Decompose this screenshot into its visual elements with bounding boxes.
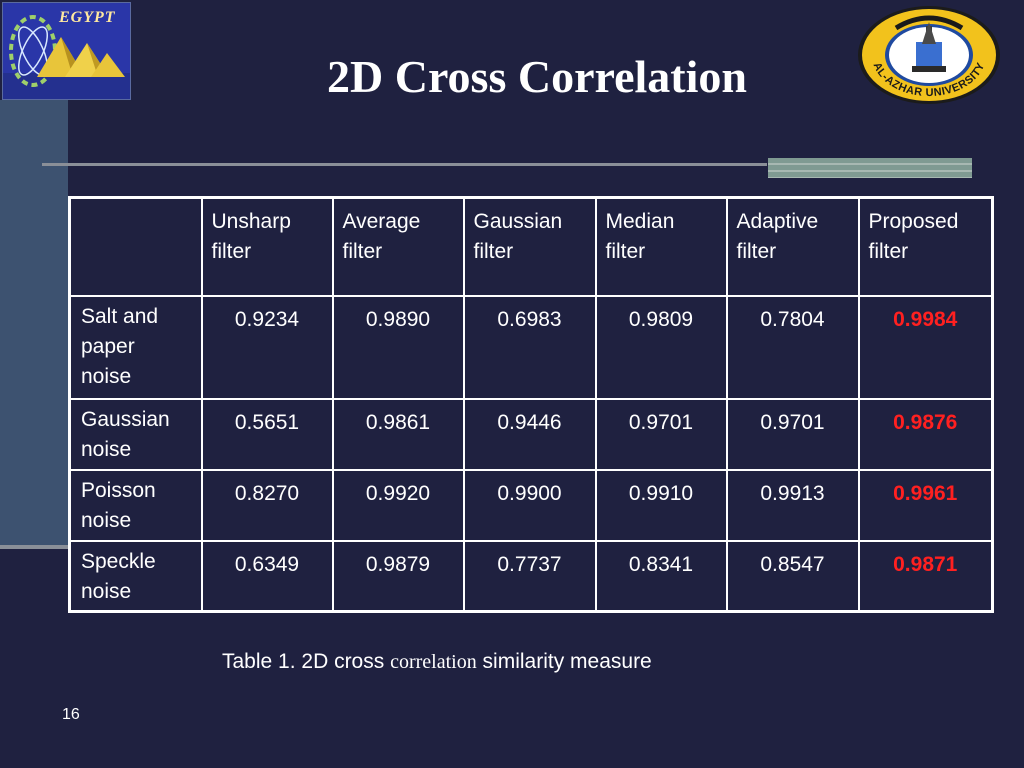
column-header: Median filter [594, 196, 728, 297]
left-side-band [0, 100, 68, 545]
table-header-row: Unsharp filter Average filter Gaussian filter… [68, 196, 994, 297]
table-row: Speckle noise 0.6349 0.9879 0.7737 0.8341 0.85… [68, 540, 994, 613]
table-cell-best: 0.9871 [857, 540, 994, 613]
side-band-shadow [0, 545, 68, 549]
table-cell: 0.8270 [200, 469, 334, 543]
column-header: Average filter [331, 196, 465, 297]
row-header: Speckle noise [68, 540, 203, 613]
caption-middle: correlation [390, 651, 477, 673]
table-cell: 0.9890 [331, 294, 465, 400]
table-caption: Table 1. 2D cross correlation similarity… [222, 650, 652, 674]
table-corner-cell [68, 196, 203, 297]
column-header: Adaptive filter [725, 196, 860, 297]
table-cell: 0.9879 [331, 540, 465, 613]
row-header: Poisson noise [68, 469, 203, 543]
al-azhar-university-seal: AL-AZHAR UNIVERSITY [856, 4, 1002, 106]
table-cell: 0.6983 [462, 294, 597, 400]
column-header: Proposed filter [857, 196, 994, 297]
table-cell-best: 0.9961 [857, 469, 994, 543]
table-cell: 0.9920 [331, 469, 465, 543]
table-cell: 0.6349 [200, 540, 334, 613]
results-table: Unsharp filter Average filter Gaussian filter… [68, 196, 994, 613]
table-cell: 0.9701 [594, 397, 728, 472]
table-cell: 0.9446 [462, 397, 597, 472]
row-header: Salt and paper noise [68, 294, 203, 400]
table-cell: 0.9701 [725, 397, 860, 472]
table-cell: 0.7737 [462, 540, 597, 613]
table-cell: 0.8341 [594, 540, 728, 613]
table-cell: 0.5651 [200, 397, 334, 472]
title-divider-bar [768, 158, 972, 178]
table-cell: 0.9913 [725, 469, 860, 543]
table-cell: 0.7804 [725, 294, 860, 400]
table-row: Gaussian noise 0.5651 0.9861 0.9446 0.9701 0.9… [68, 397, 994, 472]
caption-suffix: similarity measure [476, 650, 652, 673]
table-row: Salt and paper noise 0.9234 0.9890 0.6983 0.98… [68, 294, 994, 400]
egypt-logo: EGYPT [2, 2, 131, 100]
table-cell: 0.9234 [200, 294, 334, 400]
slide-number: 16 [62, 706, 80, 723]
table-cell-best: 0.9984 [857, 294, 994, 400]
table-cell-best: 0.9876 [857, 397, 994, 472]
column-header: Unsharp filter [200, 196, 334, 297]
caption-prefix: Table 1. 2D cross [222, 650, 391, 673]
table-cell: 0.9900 [462, 469, 597, 543]
title-divider-line [42, 163, 767, 166]
row-header: Gaussian noise [68, 397, 203, 472]
table-row: Poisson noise 0.8270 0.9920 0.9900 0.9910 0.99… [68, 469, 994, 543]
egypt-logo-text: EGYPT [59, 9, 116, 26]
table-cell: 0.9861 [331, 397, 465, 472]
table-cell: 0.9910 [594, 469, 728, 543]
column-header: Gaussian filter [462, 196, 597, 297]
table-cell: 0.9809 [594, 294, 728, 400]
table-cell: 0.8547 [725, 540, 860, 613]
slide-title: 2D Cross Correlation [327, 51, 747, 102]
